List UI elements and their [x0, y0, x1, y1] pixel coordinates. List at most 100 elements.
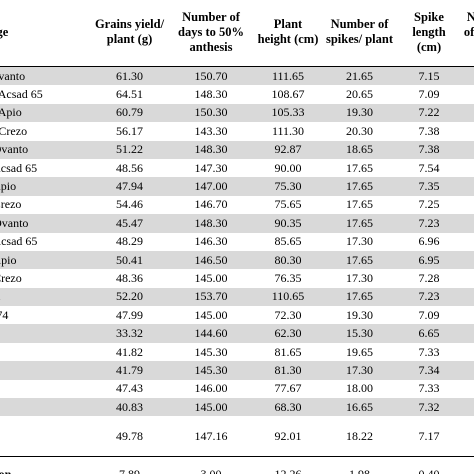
cell-spike-length: 6.95 — [398, 250, 460, 270]
cell-grains-yield: 61.30 — [92, 66, 167, 86]
cell-grains-per-spike: 64.1 — [460, 343, 474, 361]
cell-parentage: Deviation — [0, 456, 92, 474]
cell-days-anthesis: 147.00 — [167, 177, 255, 196]
cell-grains-yield: 47.94 — [92, 177, 167, 196]
cell-spike-length: 7.09 — [418, 87, 440, 102]
table-row: m 3 × Ovanto45.47148.3090.3517.657.2365.… — [0, 214, 474, 233]
table-row: Apio 47.43 146.00 77.67 18.00 7.33 63.6 — [0, 380, 474, 398]
cell-days-anthesis: 145.00 — [194, 270, 228, 285]
cell-plant-height: 92.01 — [274, 428, 302, 443]
cell-spike-length: 7.33 — [418, 381, 440, 396]
cell-days-anthesis: 150.30 — [167, 103, 255, 123]
cell-grains-per-spike: 45.4 — [460, 287, 474, 307]
table-row: m 3 × Crezo 48.36 145.00 76.35 17.30 7.28 64.4 — [0, 269, 474, 287]
table-row: rardo 574 47.99 145.00 72.30 19.30 7.09 62.3 — [0, 306, 474, 324]
cell-grains-yield: 47.43 — [116, 381, 143, 396]
header-row: arentage Grains yield/ plant (g) Number … — [0, 0, 474, 67]
cell-grains-per-spike: 69.3 — [460, 250, 474, 270]
cell-days-anthesis: 148.30 — [194, 87, 228, 102]
cell-spikes-per-plant: 17.30 — [321, 361, 398, 380]
cell-plant-height: 80.30 — [255, 250, 321, 270]
cell-grains-per-spike: 52.4 — [460, 324, 474, 343]
cell-grains-yield: 48.29 — [116, 234, 143, 249]
cell-grains-yield: 51.22 — [92, 140, 167, 159]
cell-parentage: m 3 × Crezo — [0, 270, 22, 285]
cell-grains-per-spike: 63.2 — [460, 85, 474, 103]
cell-spikes-per-plant: 15.30 — [321, 324, 398, 343]
cell-grains-per-spike: 64.4 — [460, 269, 474, 287]
cell-spike-length: 7.09 — [418, 307, 440, 322]
cell-parentage: 574 × Crezo — [0, 197, 22, 212]
cell-plant-height: 111.65 — [255, 66, 321, 86]
cell-grains-yield: 48.56 — [116, 160, 143, 175]
cell-grains-per-spike: 65.4 — [460, 159, 474, 177]
cell-grains-per-spike: 65.3 — [460, 233, 474, 251]
cell-parentage: o 1 × Ovanto — [0, 66, 92, 86]
cell-grains-per-spike: 65.8 — [460, 214, 474, 233]
cell-spikes-per-plant: 1.98 — [321, 456, 398, 474]
cell-parentage: ajo 1 × Crezo — [0, 123, 28, 138]
cell-grains-yield: 41.82 — [116, 344, 143, 359]
cell-plant-height: 68.30 — [255, 398, 321, 417]
cell-grains-per-spike: 63.3 — [460, 361, 474, 380]
cell-plant-height: 77.67 — [274, 381, 302, 396]
cell-spike-length: 7.33 — [418, 344, 440, 359]
header-days-anthesis: Number of days to 50% anthesis — [167, 0, 255, 67]
cell-grains-yield: 52.20 — [92, 287, 167, 307]
cell-spike-length: 7.23 — [398, 287, 460, 307]
cell-spike-length: 7.23 — [398, 214, 460, 233]
cell-spike-length: 7.28 — [418, 270, 440, 285]
cell-grains-per-spike: 65.2 — [460, 398, 474, 417]
cell-grains-yield: 41.79 — [92, 361, 167, 380]
cell-spike-length: 7.15 — [398, 66, 460, 86]
cell-plant-height: 62.30 — [255, 324, 321, 343]
cell-grains-per-spike: 63.6 — [460, 380, 474, 398]
cell-parentage: m 3 × Apio — [0, 250, 92, 270]
cell-spikes-per-plant: 16.65 — [321, 398, 398, 417]
cell-grains-yield: 60.79 — [92, 103, 167, 123]
cell-spikes-per-plant: 21.65 — [321, 66, 398, 86]
cell-parentage: ajo 1 × Apio — [0, 103, 92, 123]
cell-grains-per-spike: 62.3 — [460, 306, 474, 324]
header-grains-yield: Grains yield/ plant (g) — [92, 0, 167, 67]
cell-parentage: csad 65 — [0, 361, 92, 380]
table-row: 574 × Acsad 65 48.56 147.30 90.00 17.65 7.54 6… — [0, 159, 474, 177]
cell-days-anthesis: 145.30 — [194, 344, 228, 359]
cell-spikes-per-plant: 17.65 — [346, 197, 373, 212]
cell-spikes-per-plant: 18.65 — [321, 140, 398, 159]
cell-plant-height: 72.30 — [274, 307, 302, 322]
cell-spike-length: 7.34 — [398, 361, 460, 380]
cell-parentage: Apio — [0, 380, 92, 398]
cell-days-anthesis: 144.60 — [167, 324, 255, 343]
cell-grains-per-spike: 65.8 — [460, 196, 474, 214]
cell-grains-per-spike: 70.0 — [460, 140, 474, 159]
cell-grains-per-spike: 65.4 — [460, 177, 474, 196]
cell-grains-per-spike: 54.4 — [460, 122, 474, 140]
cell-spike-length: 0.40 — [398, 456, 460, 474]
cell-grains-per-spike: 61.1 — [460, 416, 474, 457]
cell-parentage: ajo 1 × Acsad 65 — [0, 87, 43, 102]
cell-days-anthesis: 146.70 — [194, 197, 228, 212]
cell-plant-height: 75.65 — [274, 197, 302, 212]
cell-days-anthesis: 145.00 — [194, 307, 228, 322]
cell-spikes-per-plant: 17.65 — [321, 250, 398, 270]
cell-days-anthesis: 146.00 — [194, 381, 228, 396]
cell-days-anthesis: 146.30 — [194, 234, 228, 249]
cell-plant-height: 85.65 — [274, 234, 302, 249]
cell-spikes-per-plant: 19.30 — [321, 103, 398, 123]
cell-parentage: m 3 × Ovanto — [0, 214, 92, 233]
cell-grains-per-spike: 68.9 — [460, 103, 474, 123]
cell-parentage: Cham 3 — [0, 324, 92, 343]
table-row: ajo 1 × Crezo 56.17 143.30 111.30 20.30 7.38 5… — [0, 122, 474, 140]
cell-parentage: akrajo 1 — [0, 287, 92, 307]
cell-spikes-per-plant: 18.22 — [346, 428, 373, 443]
cell-spike-length: 6.96 — [418, 234, 440, 249]
table-row: 574 × Crezo 54.46 146.70 75.65 17.65 7.25 65.8 — [0, 196, 474, 214]
cell-spikes-per-plant: 17.65 — [321, 214, 398, 233]
cell-spike-length: 7.17 — [418, 428, 440, 443]
cell-plant-height: 90.35 — [255, 214, 321, 233]
cell-days-anthesis: 153.70 — [167, 287, 255, 307]
